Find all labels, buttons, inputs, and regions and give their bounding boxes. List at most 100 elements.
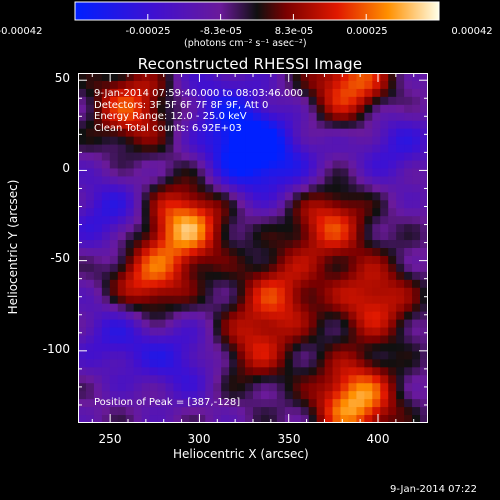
heatmap-cell <box>332 192 341 201</box>
heatmap-cell <box>101 327 111 336</box>
heatmap-cell <box>93 248 103 257</box>
heatmap-cell <box>284 303 294 313</box>
heatmap-cell <box>229 184 238 193</box>
heatmap-cell <box>165 192 174 201</box>
heatmap-cell <box>109 216 119 225</box>
heatmap-cell <box>253 88 262 98</box>
heatmap-cell <box>300 375 310 384</box>
heatmap-cell <box>157 367 166 376</box>
heatmap-cell <box>173 415 182 423</box>
heatmap-cell <box>340 279 349 289</box>
heatmap-cell <box>181 255 190 265</box>
heatmap-cell <box>189 407 198 416</box>
heatmap-cell <box>404 263 413 273</box>
heatmap-cell <box>221 351 230 360</box>
heatmap-cell <box>205 128 214 138</box>
heatmap-cell <box>316 88 325 98</box>
heatmap-cell <box>388 120 397 130</box>
heatmap-cell <box>308 96 318 106</box>
heatmap-cell <box>78 375 87 384</box>
heatmap-cell <box>245 224 254 233</box>
heatmap-cell <box>260 96 270 106</box>
heatmap-cell <box>181 88 190 98</box>
heatmap-cell <box>85 367 95 376</box>
heatmap-cell <box>165 399 174 408</box>
heatmap-cell <box>348 335 357 344</box>
heatmap-cell <box>396 343 405 352</box>
heatmap-cell <box>189 224 198 233</box>
heatmap-cell <box>157 168 166 177</box>
heatmap-cell <box>133 96 143 106</box>
heatmap-cell <box>133 192 143 201</box>
heatmap-cell <box>133 407 143 416</box>
heatmap-cell <box>412 152 421 161</box>
heatmap-cell <box>141 208 150 217</box>
heatmap-cell <box>213 144 222 153</box>
heatmap-cell <box>380 176 389 185</box>
heatmap-cell <box>356 311 365 320</box>
heatmap-cell <box>348 303 357 313</box>
heatmap-cell <box>420 335 428 344</box>
heatmap-cell <box>300 359 310 368</box>
heatmap-cell <box>324 375 333 384</box>
heatmap-cell <box>133 335 143 344</box>
heatmap-cell <box>229 208 238 217</box>
heatmap-cell <box>109 168 119 177</box>
heatmap-cell <box>332 144 341 153</box>
heatmap-cell <box>157 200 166 209</box>
heatmap-cell <box>292 311 302 320</box>
heatmap-cell <box>237 391 246 400</box>
heatmap-cell <box>268 375 278 384</box>
heatmap-cell <box>205 255 214 265</box>
heatmap-cell <box>260 80 270 90</box>
colorbar <box>74 1 440 21</box>
heatmap-cell <box>308 311 318 320</box>
heatmap-cell <box>125 263 135 273</box>
heatmap-cell <box>332 359 341 368</box>
heatmap-cell <box>260 295 270 305</box>
heatmap-cell <box>205 120 214 130</box>
heatmap-cell <box>380 271 389 281</box>
heatmap-cell <box>173 176 182 185</box>
heatmap-cell <box>133 73 143 82</box>
heatmap-cell <box>85 224 95 233</box>
heatmap-cell <box>420 319 428 328</box>
heatmap-cell <box>396 407 405 416</box>
heatmap-cell <box>348 88 357 98</box>
heatmap-cell <box>85 407 95 416</box>
heatmap-cell <box>268 271 278 281</box>
heatmap-cell <box>213 80 222 90</box>
heatmap-cell <box>260 279 270 289</box>
heatmap-cell <box>205 295 214 305</box>
heatmap-cell <box>117 263 127 273</box>
heatmap-cell <box>300 192 310 201</box>
heatmap-cell <box>189 295 198 305</box>
heatmap-cell <box>348 192 357 201</box>
heatmap-cell <box>229 80 238 90</box>
heatmap-cell <box>101 232 111 241</box>
heatmap-cell <box>93 263 103 273</box>
heatmap-cell <box>141 232 150 241</box>
heatmap-cell <box>404 104 413 114</box>
heatmap-cell <box>85 184 95 193</box>
heatmap-cell <box>101 160 111 169</box>
heatmap-cell <box>78 136 87 145</box>
heatmap-cell <box>141 112 150 122</box>
heatmap-cell <box>213 343 222 352</box>
heatmap-cell <box>253 80 262 90</box>
heatmap-cell <box>412 96 421 106</box>
heatmap-cell <box>348 160 357 169</box>
heatmap-cell <box>173 248 182 257</box>
annotation-detectors: Detectors: 3F 5F 6F 7F 8F 9F, Att 0 <box>94 99 269 111</box>
heatmap-cell <box>268 359 278 368</box>
heatmap-cell <box>181 96 190 106</box>
heatmap-cell <box>404 88 413 98</box>
heatmap-cell <box>348 399 357 408</box>
heatmap-cell <box>93 208 103 217</box>
heatmap-cell <box>324 279 333 289</box>
heatmap-cell <box>380 367 389 376</box>
heatmap-cell <box>85 152 95 161</box>
heatmap-cell <box>356 359 365 368</box>
heatmap-cell <box>181 112 190 122</box>
heatmap-cell <box>268 240 278 249</box>
